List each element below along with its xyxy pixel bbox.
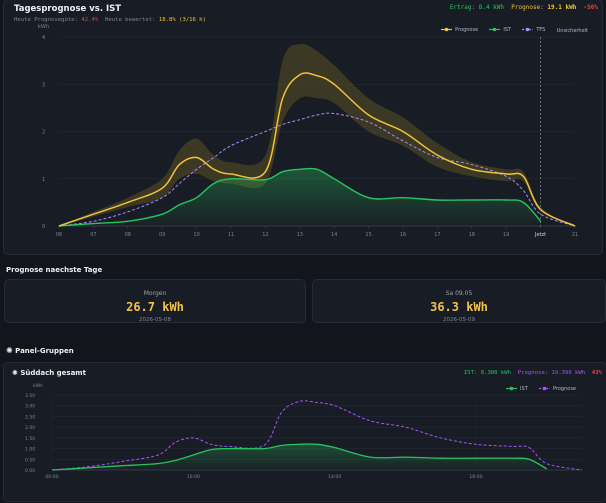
x-tick-label: 21 — [572, 232, 578, 238]
day-date: 2026-05-08 — [139, 317, 171, 323]
y-tick-label: 4 — [42, 35, 45, 41]
legend-ist[interactable]: IST — [506, 386, 528, 392]
group-summary: IST: 8.380 kWh Prognose: 19.399 kWh 43% — [464, 370, 602, 376]
y-tick-label: 2.00 — [25, 425, 35, 431]
group-ist-value: 8.380 kWh — [480, 370, 512, 376]
guete-value: 42.4% — [81, 17, 99, 23]
y-tick-label: 0.00 — [25, 468, 35, 474]
day-label: Sa 09.05 — [445, 290, 473, 297]
y-tick-label: 0 — [42, 224, 45, 230]
x-tick-label: 10:00 — [187, 474, 200, 480]
group-prognose-value: 19.399 kWh — [551, 370, 586, 376]
day-date: 2026-05-09 — [443, 317, 475, 323]
group-ist-label: IST: — [463, 370, 478, 376]
x-tick-label: 12 — [262, 232, 268, 238]
x-tick-label: 18 — [469, 232, 475, 238]
x-tick-label: 10 — [193, 232, 199, 238]
guete-line: Heute Prognosegüte: 42.4% Heute bewertet… — [14, 17, 206, 23]
day-card-morgen: Morgen 26.7 kWh 2026-05-08 — [4, 279, 306, 323]
legend-unsicherheit[interactable]: Unsicherheit — [557, 28, 588, 34]
day-value: 26.7 kWh — [126, 300, 184, 314]
delta-value: -56% — [583, 4, 598, 11]
guete-label: Heute Prognosegüte: — [14, 17, 78, 23]
day-value: 36.3 kWh — [430, 300, 488, 314]
y-tick-label: 3 — [42, 82, 45, 88]
tages-summary: Ertrag: 8.4 kWh Prognose: 19.1 kWh -56% — [450, 4, 598, 11]
x-tick-label: 06:00 — [45, 474, 58, 480]
gear-icon: ✺ — [6, 346, 13, 355]
y-tick-label: 3.50 — [25, 393, 35, 399]
y-tick-label: 1.50 — [25, 436, 35, 442]
group-prognose-label: Prognose: — [517, 370, 549, 376]
ist-area — [59, 168, 541, 226]
x-tick-label: 07 — [90, 232, 96, 238]
legend-prognose-label: Prognose — [455, 26, 479, 33]
group-card-sueddach: ✺ Süddach gesamt IST: 8.380 kWh Prognose… — [3, 362, 606, 502]
ist-line — [51, 443, 548, 471]
x-tick-label: Jetzt — [534, 232, 546, 238]
tagesprognose-card: Tagesprognose vs. IST Ertrag: 8.4 kWh Pr… — [3, 0, 603, 255]
ist-line — [58, 167, 542, 227]
tages-legend: Prognose IST TFS Unsicherheit — [432, 26, 588, 34]
legend-tfs-label: TFS — [536, 26, 546, 33]
legend-prognose[interactable]: Prognose — [538, 385, 576, 392]
legend-prognose[interactable]: Prognose — [441, 27, 478, 33]
prognose-value: 19.1 kWh — [547, 4, 577, 11]
y-tick-label: 3.00 — [25, 404, 35, 410]
legend-ist-label: IST — [503, 26, 512, 33]
y-tick-label: 0.50 — [25, 457, 35, 463]
ist-area — [52, 443, 547, 470]
y-tick-label: 2.50 — [25, 414, 35, 420]
gear-icon: ✺ — [12, 369, 18, 377]
x-tick-label: 06 — [56, 232, 62, 238]
prognose-label: Prognose: — [511, 4, 544, 11]
x-tick-label: 09 — [159, 232, 165, 238]
tagesprognose-title: Tagesprognose vs. IST — [14, 4, 122, 14]
group-name: ✺ Süddach gesamt — [12, 369, 86, 377]
day-label: Morgen — [143, 290, 167, 297]
y-axis-label: kWh — [33, 383, 43, 389]
panel-gruppen-label: Panel-Gruppen — [15, 347, 74, 355]
prognose-tage-title: Prognose naechste Tage — [6, 266, 103, 274]
ertrag-label: Ertrag: — [449, 4, 476, 11]
bewertet-label: Heute bewertet: — [104, 17, 156, 23]
y-tick-label: 1.00 — [25, 447, 35, 453]
prognose-line — [58, 72, 576, 227]
x-tick-label: 16 — [400, 232, 406, 238]
group-name-label: Süddach gesamt — [20, 369, 86, 377]
group-legend: IST Prognose — [497, 385, 576, 393]
day-card-saturday: Sa 09.05 36.3 kWh 2026-05-09 — [312, 279, 606, 323]
x-tick-label: 08 — [125, 232, 131, 238]
ertrag-value: 8.4 kWh — [478, 4, 505, 11]
legend-tfs[interactable]: TFS — [522, 27, 545, 33]
y-tick-label: 1 — [42, 177, 45, 183]
x-tick-label: 15 — [365, 232, 371, 238]
x-tick-label: 19 — [503, 232, 509, 238]
legend-ist[interactable]: IST — [489, 27, 511, 33]
x-tick-label: 11 — [228, 232, 234, 238]
x-tick-label: 13 — [297, 232, 303, 238]
legend-ist-label: IST — [520, 385, 528, 392]
x-tick-label: 18:00 — [469, 474, 482, 480]
bewertet-value: 18.8% (3/16 h) — [158, 17, 207, 23]
group-pct: 43% — [591, 370, 602, 376]
y-axis-label: kWh — [38, 24, 49, 30]
x-tick-label: 14:00 — [328, 474, 341, 480]
panel-gruppen-title: ✺ Panel-Gruppen — [6, 346, 74, 355]
x-tick-label: 14 — [331, 232, 337, 238]
panel-group-chart: 0.00 0.50 1.00 1.50 2.00 2.50 3.00 3.50 kWh 06:00… — [25, 383, 583, 480]
x-tick-label: 17 — [434, 232, 440, 238]
y-tick-label: 2 — [42, 130, 45, 136]
legend-prognose-label: Prognose — [552, 385, 576, 392]
legend-unsicherheit-label: Unsicherheit — [556, 28, 588, 34]
